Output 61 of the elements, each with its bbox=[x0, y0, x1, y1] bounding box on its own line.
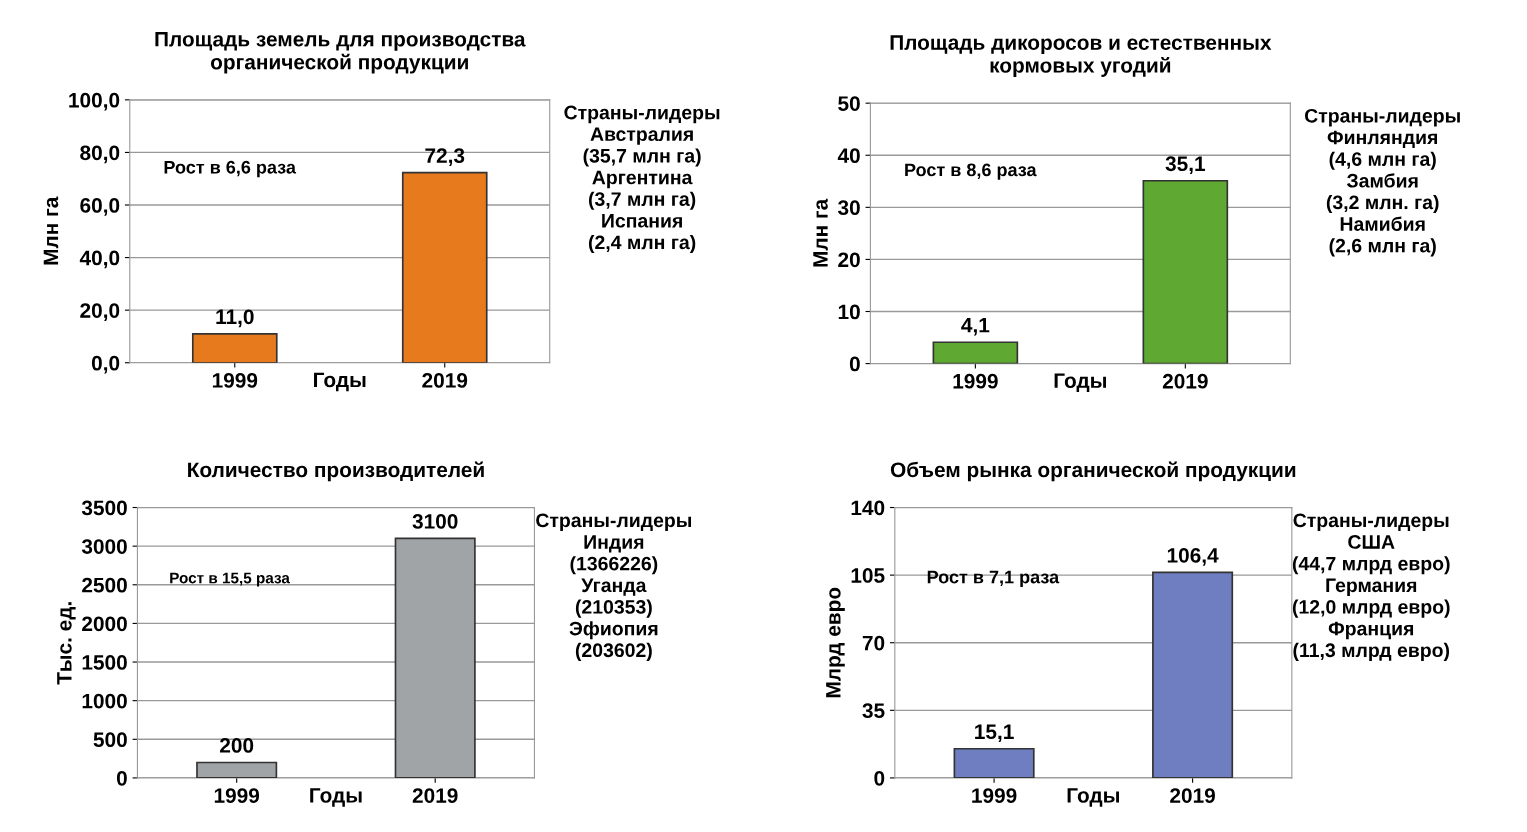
y-tick-label: 500 bbox=[93, 732, 127, 748]
y-tick-label: 35 bbox=[862, 703, 885, 719]
x-tick-label: 2019 bbox=[412, 788, 458, 803]
y-tick-label: 20,0 bbox=[80, 303, 120, 321]
y-tick-label: 30 bbox=[837, 200, 860, 216]
text: Страны-лидеры Австралия (35,7 млн га) Аргентина (3,7 млн га) Испания (2,4 млн га) bbox=[564, 105, 720, 254]
x-axis-title: Годы bbox=[310, 788, 362, 807]
y-tick-label: 0 bbox=[116, 770, 127, 786]
text: Страны-лидеры Индия (1366226) Уганда (210353) Эфиопия (203602) bbox=[536, 513, 692, 661]
x-tick-label: 1999 bbox=[953, 373, 998, 389]
y-tick-label: 140 bbox=[851, 500, 885, 516]
y-axis-title: Млн га bbox=[813, 198, 828, 267]
x-tick-label: 1999 bbox=[212, 373, 258, 388]
chart-title: Количество производителей bbox=[188, 461, 484, 482]
y-tick-label: 1500 bbox=[82, 655, 127, 670]
annotation: Рост в 8,6 раза bbox=[905, 163, 1037, 180]
y-tick-label: 70 bbox=[862, 635, 885, 651]
y-tick-label: 2000 bbox=[82, 616, 127, 632]
data-label: 15,1 bbox=[975, 724, 1014, 743]
chart-title: Площадь дикоросов и естественных кормовых угодий bbox=[890, 35, 1272, 77]
chart-title: Площадь земель для производства органической продукции bbox=[155, 32, 526, 74]
x-tick-label: 1999 bbox=[972, 788, 1017, 803]
y-tick-label: 40 bbox=[837, 148, 860, 164]
y-tick-label: 0,0 bbox=[91, 355, 120, 374]
y-tick-label: 50 bbox=[838, 96, 860, 111]
y-tick-label: 40,0 bbox=[79, 250, 120, 269]
y-tick-label: 60,0 bbox=[80, 198, 120, 216]
data-label: 200 bbox=[220, 738, 254, 753]
y-axis-title: Тыс. ед. bbox=[57, 602, 76, 685]
annotation: Рост в 6,6 раза bbox=[164, 160, 297, 178]
x-axis-title: Годы bbox=[1054, 373, 1107, 392]
y-tick-label: 3000 bbox=[81, 539, 127, 554]
x-tick-label: 2019 bbox=[1170, 788, 1215, 803]
y-tick-label: 105 bbox=[851, 568, 885, 583]
y-axis-title: Млн га bbox=[43, 196, 59, 265]
annotation: Рост в 15,5 раза bbox=[170, 572, 290, 587]
y-tick-label: 2500 bbox=[82, 577, 127, 593]
y-axis-title: Млрд евро bbox=[826, 587, 845, 698]
y-tick-label: 80,0 bbox=[80, 145, 120, 164]
x-tick-label: 2019 bbox=[1162, 373, 1208, 389]
y-tick-label: 3500 bbox=[81, 500, 127, 516]
chart-title: Объем рынка органической продукции bbox=[890, 461, 1296, 482]
x-tick-label: 2019 bbox=[422, 373, 468, 388]
data-label: 3100 bbox=[412, 514, 458, 529]
annotation: Рост в 7,1 раза bbox=[927, 570, 1060, 587]
data-label: 106,4 bbox=[1167, 547, 1219, 566]
y-tick-label: 10 bbox=[838, 304, 860, 320]
text: Страны-лидеры США (44,7 млрд евро) Германия (12,0 млрд евро) Франция (11,3 млрд евро) bbox=[1292, 513, 1450, 661]
text: Страны-лидеры Финляндия (4,6 млн га) Замбия (3,2 млн. га) Намибия (2,6 млн га) bbox=[1304, 108, 1460, 257]
y-tick-label: 0 bbox=[874, 770, 885, 786]
x-axis-title: Годы bbox=[1067, 788, 1119, 807]
data-label: 4,1 bbox=[961, 318, 990, 336]
x-tick-label: 1999 bbox=[214, 788, 260, 803]
data-label: 11,0 bbox=[216, 309, 254, 328]
x-axis-title: Годы bbox=[314, 372, 366, 392]
y-tick-label: 0 bbox=[849, 356, 860, 372]
y-tick-label: 1000 bbox=[82, 693, 127, 709]
data-label: 72,3 bbox=[425, 148, 465, 167]
y-tick-label: 100,0 bbox=[69, 92, 120, 111]
y-tick-label: 20 bbox=[838, 252, 860, 268]
data-label: 35,1 bbox=[1165, 156, 1206, 175]
